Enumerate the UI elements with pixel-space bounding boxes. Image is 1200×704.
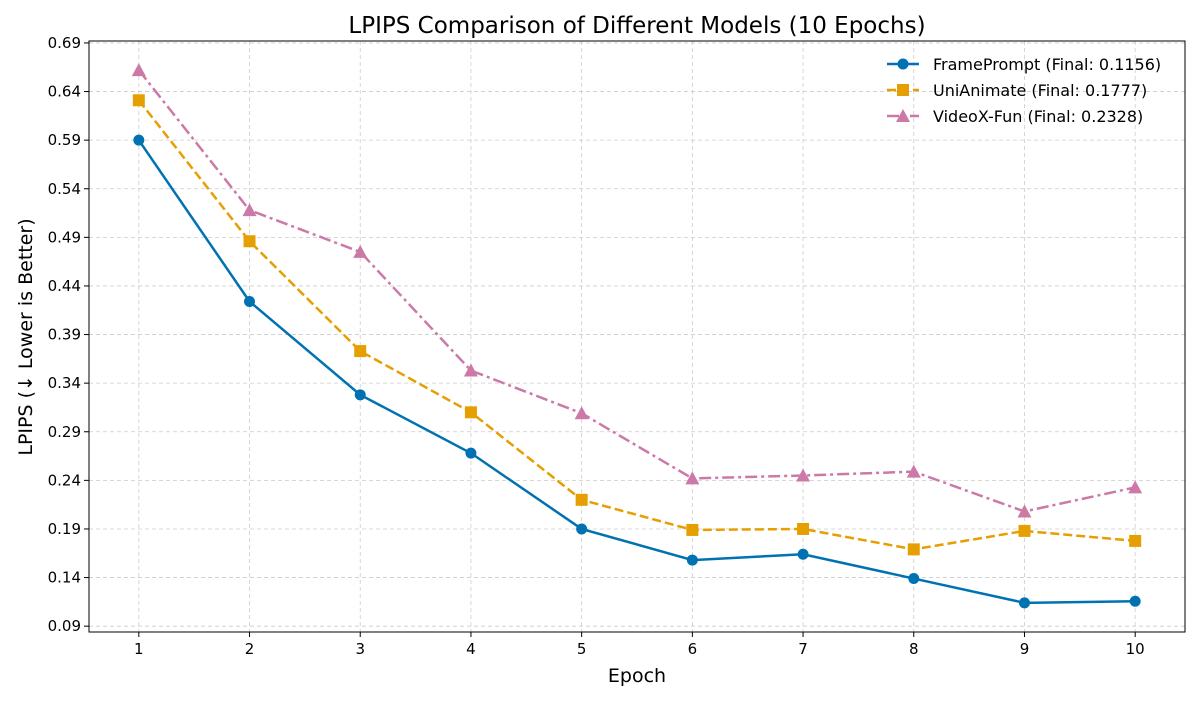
data-point [354, 345, 367, 358]
x-axis-ticks: 1 2 3 4 5 6 7 8 9 10 [134, 632, 1145, 658]
y-axis-ticks: 0.09 0.14 0.19 0.24 0.29 0.34 0.39 0.44 0.49 0.54… [48, 34, 89, 635]
y-tick-label: 0.59 [48, 131, 81, 149]
y-tick-label: 0.14 [48, 569, 81, 587]
data-point [797, 548, 809, 560]
legend: FramePrompt (Final: 0.1156) UniAnimate (F… [887, 55, 1161, 126]
data-point [132, 94, 145, 107]
x-axis-label: Epoch [608, 665, 666, 687]
data-point [906, 464, 921, 478]
data-point [463, 363, 478, 377]
y-tick-label: 0.34 [48, 374, 81, 392]
data-point [908, 573, 920, 585]
data-point [354, 389, 366, 401]
data-point [907, 543, 920, 556]
x-tick-label: 7 [798, 640, 808, 658]
legend-label: FramePrompt (Final: 0.1156) [933, 55, 1161, 74]
y-axis-label: LPIPS (↓ Lower is Better) [15, 218, 37, 455]
data-point [686, 554, 698, 566]
data-point [1018, 524, 1031, 537]
plot-frame [88, 40, 1186, 633]
y-tick-label: 0.49 [48, 228, 81, 246]
x-tick-label: 8 [909, 640, 919, 658]
data-point [464, 406, 477, 419]
data-point [686, 523, 699, 536]
series-group [131, 63, 1143, 609]
data-point [353, 244, 368, 258]
series-square [132, 94, 1142, 556]
data-point [1128, 480, 1143, 494]
series-circle [133, 134, 1141, 609]
data-point [133, 134, 145, 146]
y-tick-label: 0.29 [48, 423, 81, 441]
data-point [131, 63, 146, 77]
data-point [1129, 534, 1142, 547]
y-tick-label: 0.64 [48, 83, 81, 101]
data-point [242, 203, 257, 217]
series-line [137, 139, 1136, 605]
x-tick-label: 9 [1020, 640, 1030, 658]
data-point [575, 493, 588, 506]
x-tick-label: 5 [577, 640, 587, 658]
data-point [574, 406, 589, 420]
x-tick-label: 10 [1126, 640, 1145, 658]
series-line [137, 99, 1136, 551]
x-tick-label: 4 [466, 640, 476, 658]
series-triangle [131, 63, 1143, 518]
series-line [137, 69, 1136, 513]
y-tick-label: 0.24 [48, 471, 81, 489]
x-tick-label: 6 [688, 640, 698, 658]
legend-label: VideoX-Fun (Final: 0.2328) [933, 107, 1143, 126]
data-point [1129, 595, 1141, 607]
y-tick-label: 0.69 [48, 34, 81, 52]
data-point [685, 471, 700, 485]
data-point [797, 522, 810, 535]
x-tick-label: 1 [134, 640, 144, 658]
grid [89, 41, 1185, 632]
data-point [243, 235, 256, 248]
y-tick-label: 0.09 [48, 617, 81, 635]
data-point [796, 468, 811, 482]
legend-marker [897, 58, 909, 70]
chart-title: LPIPS Comparison of Different Models (10… [348, 13, 925, 39]
data-point [1018, 597, 1030, 609]
data-point [576, 523, 588, 535]
y-tick-label: 0.19 [48, 520, 81, 538]
y-tick-label: 0.39 [48, 326, 81, 344]
legend-marker [897, 84, 909, 96]
x-tick-label: 2 [245, 640, 255, 658]
y-tick-label: 0.44 [48, 277, 81, 295]
legend-marker [896, 109, 910, 122]
data-point [1017, 504, 1032, 518]
data-point [465, 447, 477, 459]
data-point [244, 296, 256, 308]
y-tick-label: 0.54 [48, 180, 81, 198]
legend-label: UniAnimate (Final: 0.1777) [933, 81, 1147, 100]
x-tick-label: 3 [355, 640, 365, 658]
